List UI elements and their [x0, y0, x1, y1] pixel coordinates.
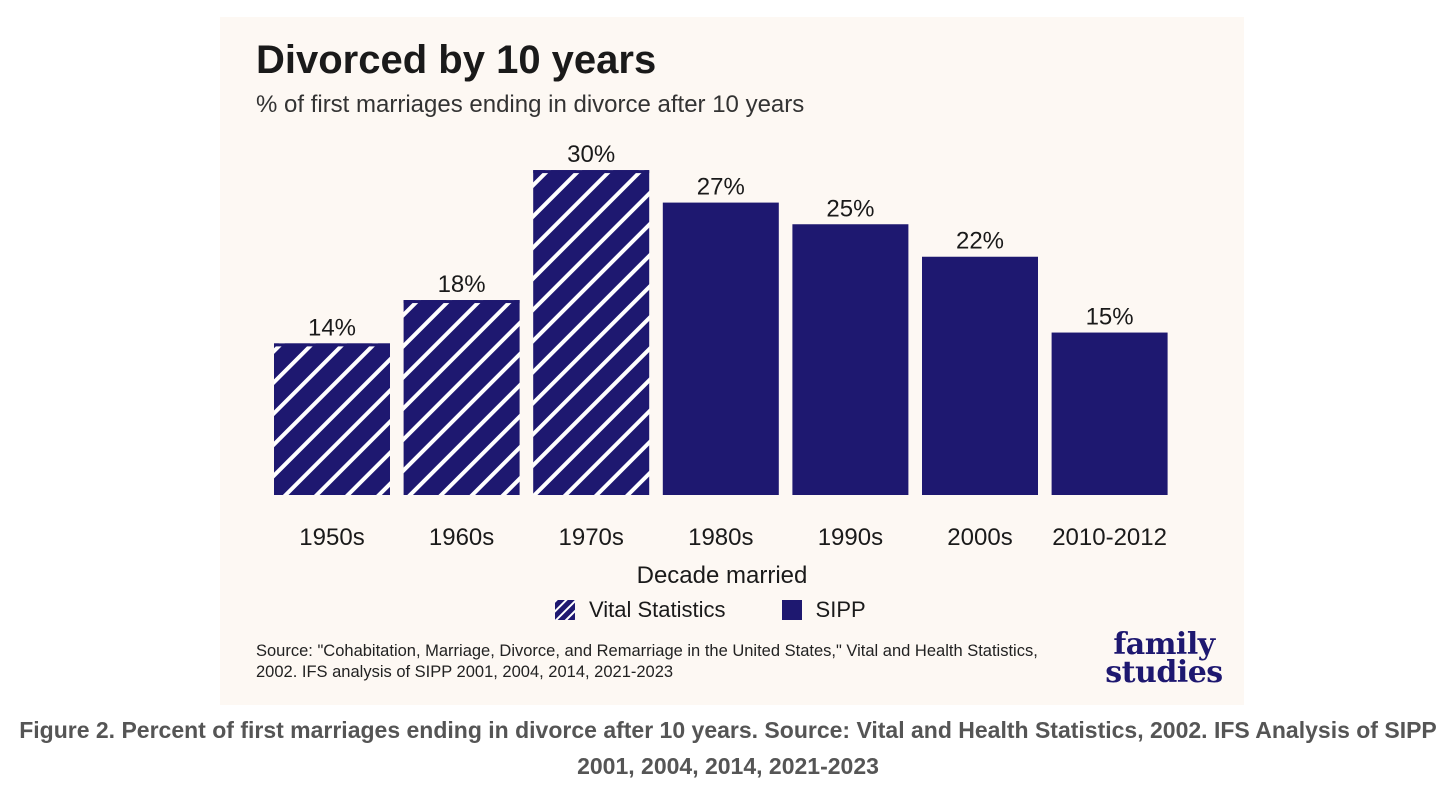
value-label: 25%: [826, 195, 874, 222]
legend-label-sipp: SIPP: [815, 597, 866, 622]
value-label: 18%: [438, 271, 486, 298]
category-label: 1990s: [818, 524, 883, 551]
legend-item-vital-statistics: Vital Statistics: [555, 597, 726, 623]
category-label: 1970s: [559, 524, 624, 551]
category-label: 2000s: [947, 524, 1012, 551]
bar-top-edge: [533, 170, 650, 174]
legend-label-vital-statistics: Vital Statistics: [589, 597, 726, 622]
bar-2010-2012: [1051, 332, 1168, 495]
value-label: 14%: [308, 314, 356, 341]
bar-1990s: [792, 224, 909, 495]
solid-swatch-icon: [781, 600, 802, 620]
category-label: 1950s: [299, 524, 364, 551]
bar-1960s: [403, 300, 520, 495]
bar-top-edge: [403, 300, 520, 304]
figure-caption: Figure 2. Percent of first marriages end…: [19, 717, 1437, 779]
value-label: 30%: [567, 141, 615, 168]
bar-1970s: [533, 170, 650, 495]
bar-2000s: [922, 256, 1038, 495]
hatched-swatch-icon: [555, 600, 575, 620]
logo-line-family: family: [1113, 627, 1215, 662]
chart-subtitle: % of first marriages ending in divorce a…: [256, 91, 805, 118]
value-label: 27%: [697, 174, 745, 201]
category-label: 1960s: [429, 524, 494, 551]
value-label: 15%: [1086, 304, 1134, 331]
source-note: Source: "Cohabitation, Marriage, Divorce…: [256, 642, 1038, 681]
bar-1950s: [274, 343, 390, 495]
logo-line-studies: studies: [1105, 655, 1223, 690]
x-axis-title: Decade married: [637, 562, 808, 589]
bar-top-edge: [274, 343, 390, 347]
category-label: 1980s: [688, 524, 753, 551]
chart-title: Divorced by 10 years: [256, 38, 657, 82]
legend-item-sipp: SIPP: [781, 597, 866, 623]
value-label: 22%: [956, 228, 1004, 255]
legend: Vital Statistics SIPP: [555, 597, 922, 623]
bar-1980s: [662, 202, 779, 495]
family-studies-logo: family studies: [1094, 627, 1234, 690]
category-label: 2010-2012: [1052, 524, 1167, 551]
